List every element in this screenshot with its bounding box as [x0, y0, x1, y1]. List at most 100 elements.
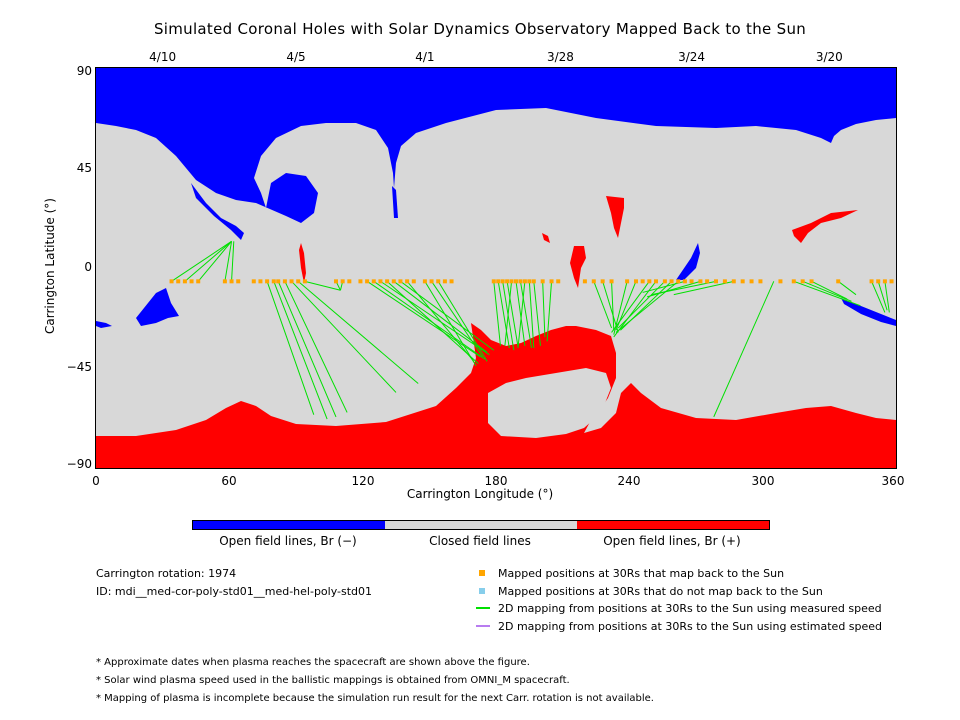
mapping-line — [602, 281, 619, 333]
legend-label: Mapped positions at 30Rs that do not map… — [498, 585, 823, 598]
mapping-line — [373, 280, 486, 360]
mapping-line — [393, 280, 488, 353]
mapped-position-point — [869, 279, 874, 284]
mapped-position-point — [714, 279, 718, 284]
red-patch — [542, 233, 550, 243]
mapped-position-point — [722, 279, 727, 284]
mapped-position-point — [609, 279, 614, 284]
footnote: * Solar wind plasma speed used in the ba… — [96, 675, 570, 686]
mapped-position-point — [222, 279, 227, 284]
mapped-position-point — [358, 279, 363, 284]
mapped-position-point — [669, 279, 674, 284]
mapping-line — [646, 280, 701, 298]
mapping-line — [284, 281, 348, 413]
mapped-position-point — [514, 279, 518, 284]
mapping-line — [297, 280, 419, 384]
mapped-position-point — [522, 279, 527, 284]
mapped-position-point — [698, 279, 703, 284]
blue-patch — [96, 321, 112, 328]
mapping-line — [877, 281, 888, 311]
mapped-position-point — [340, 279, 345, 284]
ytick-label: 45 — [76, 161, 92, 175]
xtick-label: 300 — [751, 474, 775, 488]
mapped-position-point — [229, 279, 234, 284]
mapped-position-point — [302, 279, 307, 284]
mapped-position-point — [654, 279, 658, 284]
mapping-line — [519, 281, 533, 349]
mapped-position-point — [251, 279, 256, 284]
mapping-line — [528, 281, 535, 349]
date-label: 3/24 — [678, 50, 706, 64]
mapping-line — [273, 281, 328, 420]
mapped-position-point — [531, 279, 536, 284]
mapped-position-point — [591, 279, 596, 284]
mapping-line — [437, 281, 488, 362]
ytick-label: −90 — [66, 457, 92, 471]
mapped-position-point — [505, 279, 510, 284]
mapping-line — [493, 281, 501, 346]
mapped-position-point — [385, 279, 390, 284]
mapping-line — [197, 241, 232, 282]
mapped-position-point — [449, 279, 454, 284]
chart-title: Simulated Coronal Holes with Solar Dynam… — [153, 20, 807, 38]
xtick-label: 0 — [92, 474, 100, 488]
date-label: 3/20 — [815, 50, 843, 64]
xtick-label: 60 — [221, 474, 237, 488]
date-label: 4/10 — [149, 50, 177, 64]
mapped-position-point — [676, 279, 681, 284]
green-line-icon — [476, 607, 490, 609]
coronal-hole-map — [96, 68, 896, 468]
xtick-label: 180 — [484, 474, 508, 488]
purple-line-icon — [476, 625, 490, 627]
mapped-position-point — [296, 279, 301, 284]
mapped-position-point — [509, 279, 514, 284]
colorbar-label-positive: Open field lines, Br (+) — [603, 534, 741, 548]
blue-patch — [676, 243, 700, 280]
mapped-position-point — [540, 279, 545, 284]
north-polar-coronal-hole — [96, 68, 896, 223]
mapping-line — [497, 281, 510, 349]
blue-spike-130 — [392, 186, 398, 218]
colorbar-open-negative — [193, 521, 385, 529]
mapped-position-point — [682, 279, 687, 284]
red-patch — [570, 246, 586, 288]
colorbar — [192, 520, 770, 530]
mapped-position-point — [405, 279, 410, 284]
mapped-position-point — [391, 279, 396, 284]
xtick-label: 240 — [617, 474, 641, 488]
mapped-position-point — [334, 279, 338, 284]
blue-patch — [841, 298, 896, 326]
mapping-line — [811, 280, 848, 300]
mapping-line — [386, 280, 479, 364]
mapping-line — [184, 240, 232, 282]
mapped-position-point — [836, 279, 841, 284]
mapping-line — [593, 281, 613, 329]
mapped-position-point — [640, 279, 645, 284]
legend-label: Mapped positions at 30Rs that map back t… — [498, 567, 785, 580]
mapped-position-point — [527, 279, 532, 284]
mapping-overlay — [169, 240, 894, 420]
mapped-position-point — [647, 279, 652, 284]
mapping-line — [400, 280, 495, 351]
mapped-position-point — [634, 279, 638, 284]
mapping-line — [231, 241, 235, 282]
xtick-label: 120 — [351, 474, 375, 488]
mapping-line — [673, 280, 734, 296]
mapped-position-point — [882, 279, 887, 284]
mapped-position-point — [398, 279, 403, 284]
mapping-line — [406, 281, 475, 362]
mapped-position-point — [282, 279, 287, 284]
date-label: 4/5 — [286, 50, 306, 64]
mapped-position-point — [196, 279, 201, 284]
carrington-rotation-text: Carrington rotation: 1974 — [96, 567, 237, 580]
colorbar-label-negative: Open field lines, Br (−) — [219, 534, 357, 548]
north-blue-tongue — [191, 183, 244, 240]
blue-square-icon — [479, 588, 485, 594]
mapped-position-point — [749, 279, 754, 284]
legend-label: 2D mapping from positions at 30Rs to the… — [498, 602, 882, 615]
mapped-position-point — [491, 279, 496, 284]
mapped-position-point — [371, 279, 376, 284]
mapped-position-point — [442, 279, 447, 284]
mapping-line — [366, 280, 481, 358]
mapping-line — [611, 281, 650, 333]
